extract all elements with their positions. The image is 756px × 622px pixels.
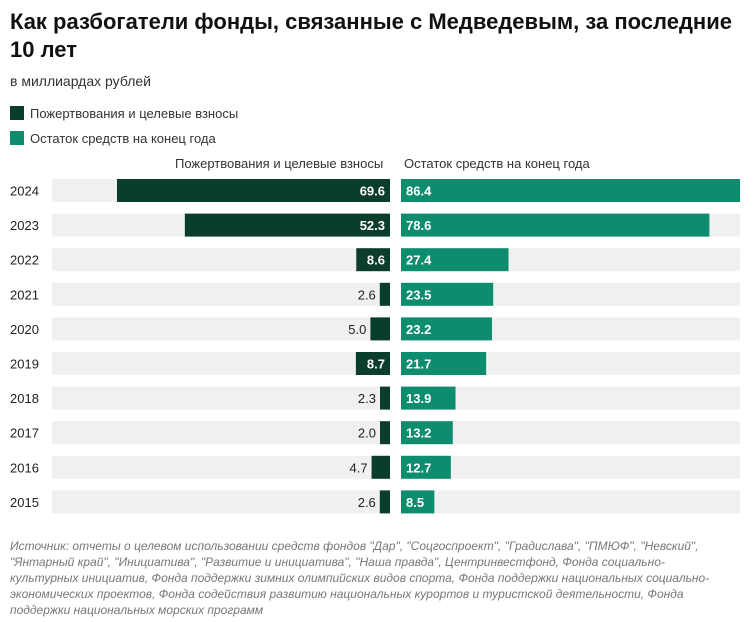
bar-donations <box>184 213 390 237</box>
year-label: 2021 <box>10 287 39 302</box>
bar-balance <box>401 248 509 272</box>
bar-donations <box>356 248 390 272</box>
data-label-balance: 12.7 <box>406 460 431 475</box>
legend-item-balance: Остаток средств на конец года <box>10 128 238 148</box>
track-donations <box>52 455 390 479</box>
legend-label-balance: Остаток средств на конец года <box>30 130 216 146</box>
legend: Пожертвования и целевые взносы Остаток с… <box>10 103 238 148</box>
chart-subtitle: в миллиардах рублей <box>10 73 151 89</box>
year-label: 2018 <box>10 391 39 406</box>
track-donations <box>52 421 390 445</box>
source-note: Источник: отчеты о целевом использовании… <box>10 539 710 617</box>
chart-row-2019: 2019 8.7 21.7 <box>10 352 740 375</box>
chart-row-2022: 2022 8.6 27.4 <box>10 248 740 272</box>
column-header-donations: Пожертвования и целевые взносы <box>175 156 384 171</box>
track-balance <box>401 386 740 410</box>
chart-row-2016: 2016 4.7 12.7 <box>10 455 740 479</box>
track-donations <box>52 386 390 410</box>
chart-row-2015: 2015 2.6 8.5 <box>10 490 740 514</box>
data-label-balance: 13.2 <box>406 426 431 441</box>
year-label: 2022 <box>10 253 39 268</box>
track-donations <box>52 317 390 341</box>
data-label-donations: 2.6 <box>358 495 376 510</box>
track-donations <box>52 490 390 514</box>
data-label-donations: 2.0 <box>358 426 376 441</box>
legend-item-donations: Пожертвования и целевые взносы <box>10 103 238 123</box>
data-label-donations: 2.3 <box>358 391 376 406</box>
bar-donations <box>371 455 390 479</box>
chart-row-2020: 2020 5.0 23.2 <box>10 317 740 341</box>
bar-donations <box>117 179 390 202</box>
bar-balance <box>401 455 451 479</box>
bar-balance <box>401 490 435 514</box>
legend-label-donations: Пожертвования и целевые взносы <box>30 105 239 121</box>
track-balance <box>401 455 740 479</box>
chart-row-2024: 2024 69.6 86.4 <box>10 179 740 202</box>
track-balance <box>401 421 740 445</box>
data-label-donations: 8.6 <box>367 253 385 268</box>
data-label-donations: 4.7 <box>349 460 367 475</box>
bar-donations <box>355 352 390 375</box>
data-label-donations: 52.3 <box>360 218 385 233</box>
data-label-balance: 23.5 <box>406 287 431 302</box>
bar-balance <box>401 421 453 445</box>
data-label-donations: 69.6 <box>360 184 385 199</box>
chart-row-2017: 2017 2.0 13.2 <box>10 421 740 445</box>
data-label-balance: 23.2 <box>406 322 431 337</box>
chart-row-2023: 2023 52.3 78.6 <box>10 213 740 237</box>
year-label: 2024 <box>10 184 39 199</box>
data-label-donations: 2.6 <box>358 287 376 302</box>
data-label-balance: 27.4 <box>406 253 432 268</box>
year-label: 2017 <box>10 426 39 441</box>
bar-donations <box>380 386 390 410</box>
data-label-donations: 5.0 <box>348 322 366 337</box>
bar-donations <box>380 421 390 445</box>
chart-title: Как разбогатели фонды, связанные с Медве… <box>10 9 732 62</box>
year-label: 2015 <box>10 495 39 510</box>
year-label: 2023 <box>10 218 39 233</box>
bar-balance <box>401 317 493 341</box>
track-donations <box>52 282 390 306</box>
year-label: 2019 <box>10 357 39 372</box>
track-donations <box>52 248 390 272</box>
data-label-balance: 21.7 <box>406 357 431 372</box>
column-header-balance: Остаток средств на конец года <box>404 156 590 171</box>
bar-balance <box>401 179 740 202</box>
data-label-balance: 86.4 <box>406 184 432 199</box>
bar-balance <box>401 282 494 306</box>
data-label-balance: 78.6 <box>406 218 431 233</box>
legend-swatch-balance <box>10 131 24 145</box>
bar-balance <box>401 386 456 410</box>
bar-donations <box>370 317 390 341</box>
track-balance <box>401 490 740 514</box>
chart-row-2021: 2021 2.6 23.5 <box>10 282 740 306</box>
year-label: 2020 <box>10 322 39 337</box>
bar-balance <box>401 213 710 237</box>
bar-donations <box>379 282 390 306</box>
track-donations <box>52 352 390 375</box>
legend-swatch-donations <box>10 106 24 120</box>
chart-row-2018: 2018 2.3 13.9 <box>10 386 740 410</box>
bar-balance <box>401 352 487 375</box>
data-label-balance: 13.9 <box>406 391 431 406</box>
bar-donations <box>379 490 390 514</box>
data-label-balance: 8.5 <box>406 495 424 510</box>
year-label: 2016 <box>10 460 39 475</box>
data-label-donations: 8.7 <box>367 357 385 372</box>
